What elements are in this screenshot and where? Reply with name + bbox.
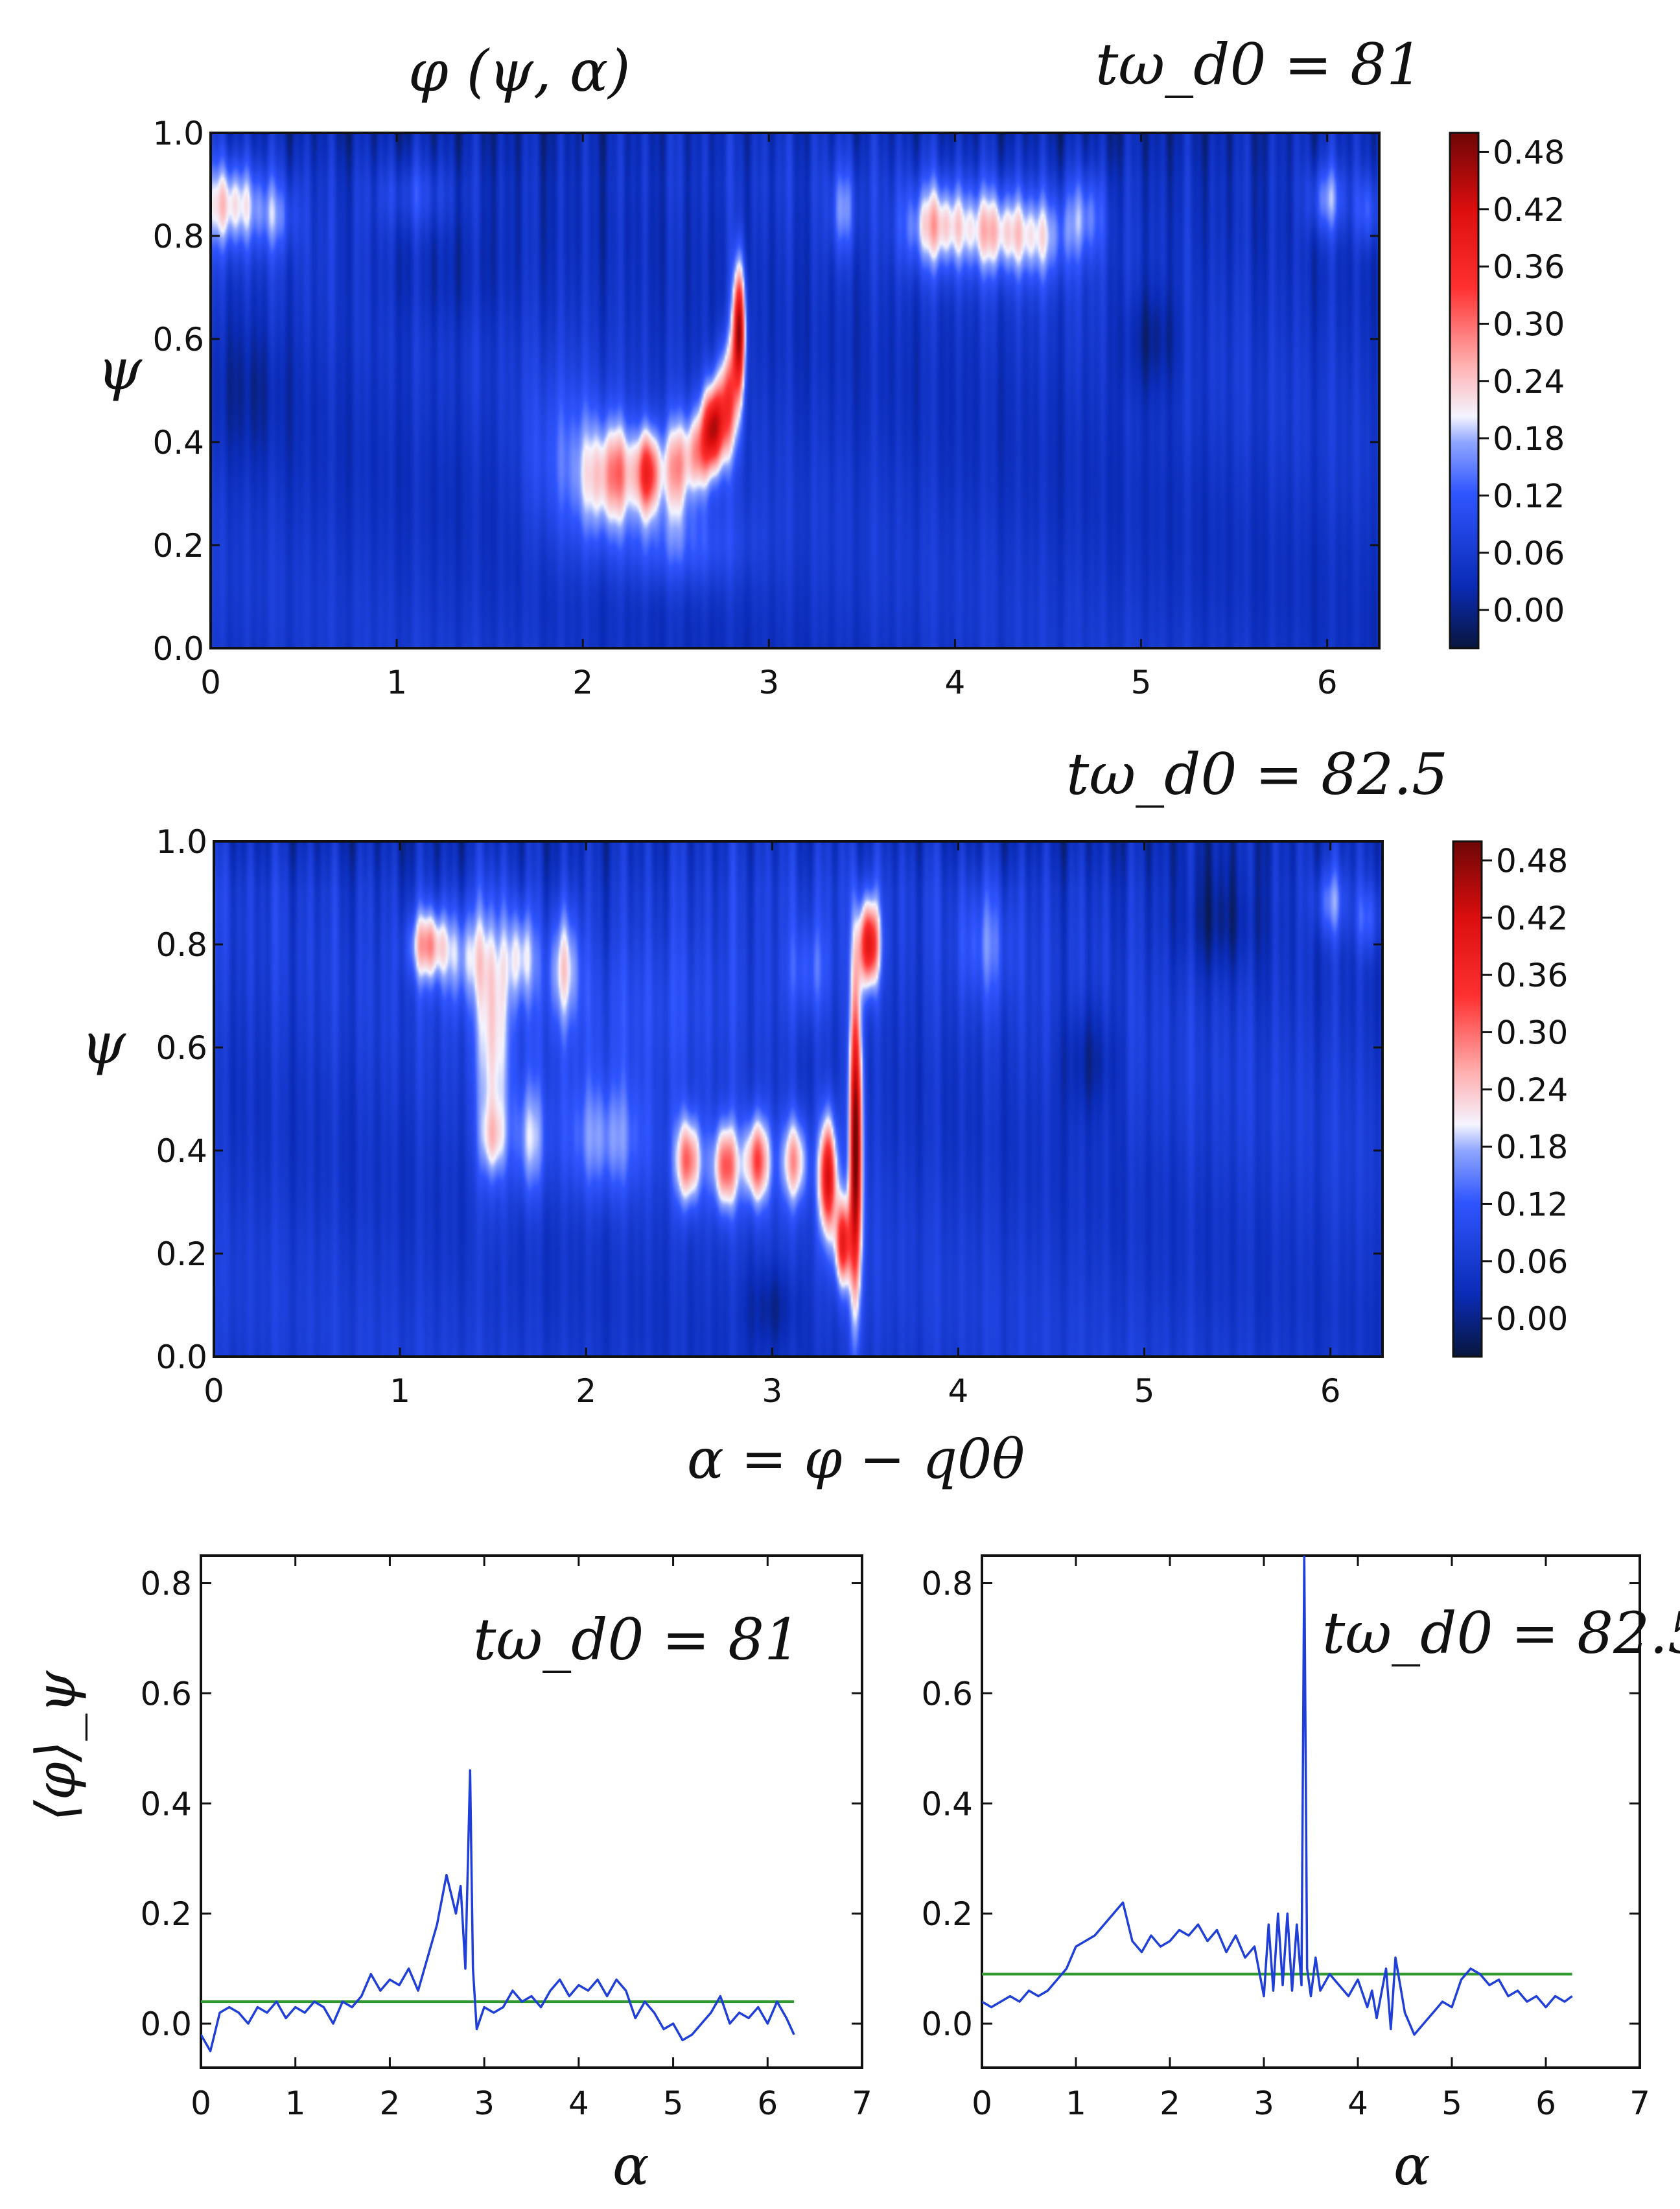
colorbar-tick-label: 0.36	[1493, 248, 1565, 286]
x-tick-label: 2	[576, 1372, 596, 1410]
x-tick-label: 0	[972, 2085, 992, 2122]
y-tick-label: 0.8	[156, 926, 207, 964]
colorbar-tick-label: 0.24	[1496, 1071, 1568, 1109]
y-tick-label: 0.6	[156, 1029, 207, 1067]
y-tick-label: 0.2	[921, 1895, 973, 1933]
colorbar-tick-label: 0.48	[1496, 842, 1568, 880]
colorbar-tick-label: 0.24	[1493, 363, 1565, 401]
x-tick-label: 3	[474, 2085, 495, 2122]
colorbar-tick-label: 0.00	[1493, 592, 1565, 629]
bottom-right-annotation: tω_d0 = 82.5	[1322, 1600, 1680, 1666]
colorbar-tick-label: 0.42	[1493, 191, 1565, 229]
x-tick-label: 1	[390, 1372, 410, 1410]
x-tick-label: 2	[1160, 2085, 1180, 2122]
colorbar-tick-label: 0.36	[1496, 957, 1568, 994]
colorbar-tick-label: 0.18	[1493, 420, 1565, 458]
top-heatmap-image	[211, 133, 1379, 648]
x-tick-label: 0	[191, 2085, 211, 2122]
y-tick-label: 0.6	[140, 1675, 192, 1712]
x-tick-label: 5	[1441, 2085, 1462, 2122]
y-tick-label: 0.4	[152, 424, 204, 462]
y-tick-label: 0.8	[140, 1565, 192, 1602]
middle-heatmap-xlabel: α = φ − q0θ	[687, 1427, 1025, 1491]
y-tick-label: 0.0	[140, 2005, 192, 2043]
bottom-left-ylabel: ⟨φ⟩_ψ	[24, 1670, 88, 1821]
bottom-left-xlabel: α	[612, 2134, 649, 2197]
top-heatmap-ylabel: ψ	[97, 336, 143, 403]
x-tick-label: 0	[200, 664, 221, 701]
colorbar-tick-label: 0.12	[1493, 477, 1565, 515]
y-tick-label: 0.0	[152, 630, 204, 668]
x-tick-label: 1	[285, 2085, 306, 2122]
series-line-phi_avg	[982, 1556, 1573, 2036]
bottom-left-annotation: tω_d0 = 81	[473, 1606, 800, 1673]
colorbar-tick-label: 0.00	[1496, 1300, 1568, 1338]
x-tick-label: 3	[758, 664, 779, 701]
x-tick-label: 4	[1348, 2085, 1368, 2122]
x-tick-label: 0	[204, 1372, 224, 1410]
top-colorbar	[1449, 132, 1480, 649]
colorbar-tick-label: 0.18	[1496, 1128, 1568, 1166]
colorbar-tick-label: 0.12	[1496, 1186, 1568, 1223]
x-tick-label: 7	[1629, 2085, 1650, 2122]
middle-heatmap-panel: tω_d0 = 82.5 ψ α = φ − q0θ 0 1 2 3 4 5 6 0.0 0.2…	[81, 741, 1568, 1491]
colorbar-tick-label: 0.06	[1496, 1243, 1568, 1281]
x-tick-label: 7	[852, 2085, 872, 2122]
colorbar-tick-label: 0.30	[1496, 1014, 1568, 1051]
x-tick-label: 4	[945, 664, 966, 701]
colorbar-tick-label: 0.48	[1493, 134, 1565, 171]
x-tick-label: 3	[1254, 2085, 1274, 2122]
middle-heatmap-ylabel: ψ	[81, 1010, 126, 1077]
middle-heatmap-frame	[213, 840, 1384, 1358]
bottom-right-plot: 0 1 2 3 4 5 6 7 0.0 0.2 0.4 0.6 0.8 tω_d0 = 82.5 α	[921, 1554, 1680, 2197]
y-tick-label: 0.6	[152, 321, 204, 358]
x-tick-label: 5	[1131, 664, 1152, 701]
y-tick-label: 0.2	[152, 527, 204, 565]
bottom-left-frame	[200, 1554, 863, 2069]
y-tick-label: 0.4	[156, 1132, 207, 1170]
x-tick-label: 5	[1134, 1372, 1155, 1410]
top-heatmap-time-label: tω_d0 = 81	[1095, 31, 1423, 98]
middle-heatmap-image	[214, 841, 1382, 1357]
y-tick-label: 0.6	[921, 1675, 973, 1712]
x-tick-label: 6	[1535, 2085, 1556, 2122]
x-tick-label: 6	[757, 2085, 778, 2122]
y-tick-label: 0.8	[152, 218, 204, 255]
x-tick-label: 1	[1066, 2085, 1086, 2122]
y-tick-label: 0.2	[156, 1235, 207, 1273]
middle-colorbar	[1452, 840, 1483, 1358]
x-tick-label: 4	[568, 2085, 589, 2122]
y-tick-label: 0.0	[156, 1338, 207, 1376]
x-tick-label: 6	[1317, 664, 1338, 701]
x-tick-label: 5	[663, 2085, 684, 2122]
x-tick-label: 4	[948, 1372, 969, 1410]
y-tick-label: 0.4	[921, 1785, 973, 1823]
y-tick-label: 0.4	[140, 1785, 192, 1823]
y-tick-label: 1.0	[156, 823, 207, 861]
bottom-right-xlabel: α	[1394, 2134, 1430, 2197]
colorbar-tick-label: 0.06	[1493, 535, 1565, 572]
middle-heatmap-time-label: tω_d0 = 82.5	[1066, 741, 1448, 808]
top-heatmap-frame	[209, 132, 1381, 649]
y-tick-label: 0.8	[921, 1565, 973, 1602]
series-line-phi_avg	[201, 1769, 795, 2053]
colorbar-tick-label: 0.42	[1496, 900, 1568, 937]
bottom-left-plot: 0 1 2 3 4 5 6 7 0.0 0.2 0.4 0.6 0.8 tω_d0 = 81 ⟨φ⟩_ψ…	[24, 1554, 872, 2197]
y-tick-label: 1.0	[152, 115, 204, 152]
y-tick-label: 0.0	[921, 2005, 973, 2043]
top-heatmap-title: φ (ψ, α)	[408, 38, 631, 104]
x-tick-label: 6	[1320, 1372, 1341, 1410]
x-tick-label: 2	[572, 664, 593, 701]
top-heatmap-panel: φ (ψ, α) tω_d0 = 81 ψ 0 1 2 3 4 5 6 0.0 0.2 0.4 0.…	[97, 31, 1565, 701]
x-tick-label: 3	[762, 1372, 782, 1410]
bottom-right-frame	[981, 1554, 1641, 2069]
y-tick-label: 0.2	[140, 1895, 192, 1933]
x-tick-label: 1	[386, 664, 407, 701]
colorbar-tick-label: 0.30	[1493, 305, 1565, 343]
x-tick-label: 2	[380, 2085, 401, 2122]
